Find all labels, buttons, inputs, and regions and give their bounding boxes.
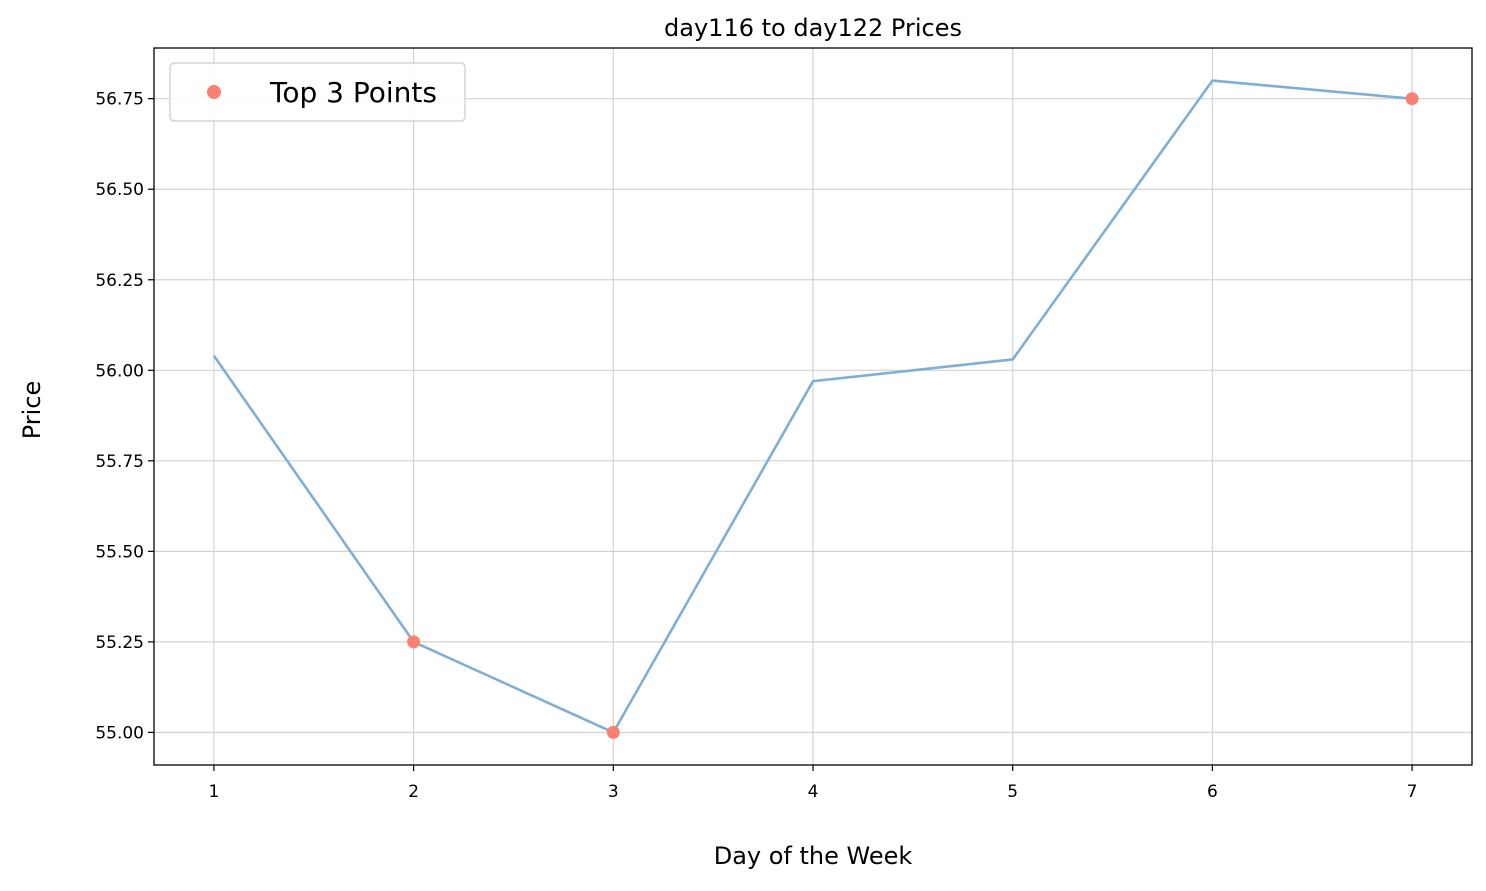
y-tick-label: 56.75 [95, 90, 144, 110]
x-axis-title: Day of the Week [714, 842, 913, 870]
top-point-marker [407, 635, 421, 649]
x-tick-label: 7 [1407, 782, 1418, 802]
top-point-marker [606, 725, 620, 739]
top-point-marker [1405, 92, 1419, 106]
highlight-points-layer [407, 92, 1419, 739]
chart-title: day116 to day122 Prices [664, 14, 962, 42]
legend-frame [169, 62, 466, 122]
x-tick-label: 2 [408, 782, 419, 802]
x-tick-label: 5 [1007, 782, 1018, 802]
y-tick-label: 55.50 [95, 542, 144, 562]
y-tick-label: 55.75 [95, 452, 144, 472]
x-tick-label: 3 [608, 782, 619, 802]
y-axis-title: Price [18, 381, 46, 440]
y-tick-label: 55.25 [95, 633, 144, 653]
y-axis-ticks: 55.00 55.25 55.50 55.75 56.00 56.25 56.50 56.75 [95, 90, 154, 743]
grid-lines [154, 48, 1472, 765]
y-tick-label: 56.50 [95, 180, 144, 200]
y-tick-label: 56.00 [95, 361, 144, 381]
x-tick-label: 6 [1207, 782, 1218, 802]
x-tick-label: 1 [208, 782, 219, 802]
legend-label: Top 3 Points [269, 76, 437, 109]
x-tick-label: 4 [808, 782, 819, 802]
y-tick-label: 55.00 [95, 723, 144, 743]
x-axis-ticks: 1 2 3 4 5 6 7 [208, 765, 1418, 802]
legend-marker [207, 85, 221, 99]
legend: Top 3 Points [169, 62, 466, 122]
y-tick-label: 56.25 [95, 271, 144, 291]
